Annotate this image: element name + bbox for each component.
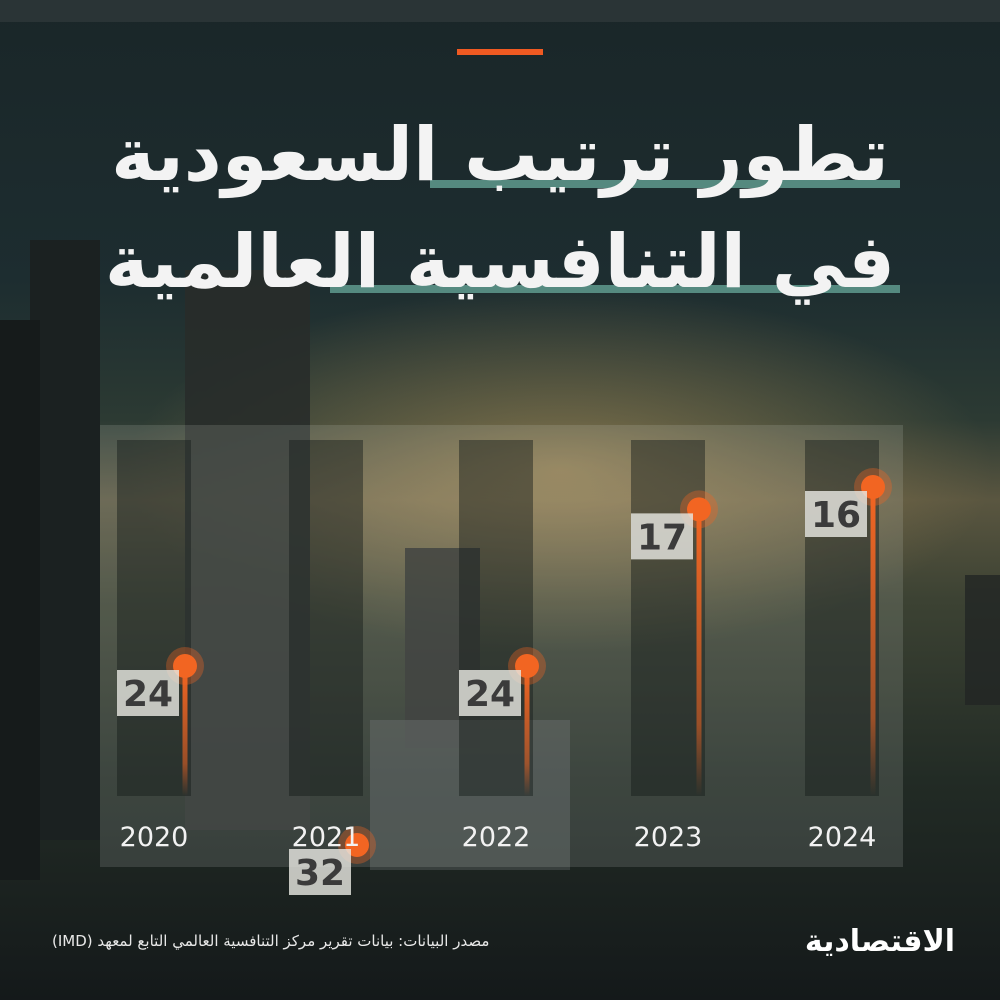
x-tick-label: 2021 bbox=[292, 822, 361, 853]
top-bar bbox=[0, 0, 1000, 22]
value-label-box bbox=[805, 491, 867, 537]
title-highlight bbox=[330, 285, 900, 293]
x-tick-label: 2020 bbox=[120, 822, 189, 853]
value-label: 24 bbox=[123, 674, 173, 715]
building-silhouette bbox=[30, 240, 100, 840]
source-note: مصدر البيانات: بيانات تقرير مركز التنافس… bbox=[52, 932, 490, 950]
title-line-1: تطور ترتيب السعودية bbox=[111, 112, 889, 198]
value-label: 32 bbox=[295, 853, 345, 894]
bar-stem bbox=[696, 509, 702, 796]
building-silhouette bbox=[0, 320, 40, 880]
title-line-2: في التنافسية العالمية bbox=[104, 219, 896, 305]
bar-column bbox=[459, 440, 533, 796]
publisher-logo: الاقتصادية bbox=[804, 924, 956, 959]
building-silhouette bbox=[185, 270, 310, 830]
building-silhouette bbox=[370, 720, 570, 870]
x-tick-label: 2024 bbox=[808, 822, 877, 853]
bar-stem bbox=[524, 666, 530, 796]
bar-stem bbox=[182, 666, 188, 796]
bar-stem bbox=[870, 487, 876, 796]
x-tick-label: 2023 bbox=[634, 822, 703, 853]
building-silhouette bbox=[965, 575, 1000, 705]
accent-bar bbox=[457, 49, 543, 55]
title-highlight bbox=[430, 180, 900, 188]
chart-panel bbox=[100, 425, 903, 867]
bar-column bbox=[289, 440, 363, 796]
value-label-box bbox=[459, 670, 521, 716]
value-label-box bbox=[289, 849, 351, 895]
x-tick-label: 2022 bbox=[462, 822, 531, 853]
value-label-box bbox=[631, 513, 693, 560]
bar-column bbox=[117, 440, 191, 796]
value-label-box bbox=[117, 670, 179, 716]
value-label: 24 bbox=[465, 674, 515, 715]
value-label: 17 bbox=[637, 517, 687, 558]
value-label: 16 bbox=[811, 495, 861, 536]
